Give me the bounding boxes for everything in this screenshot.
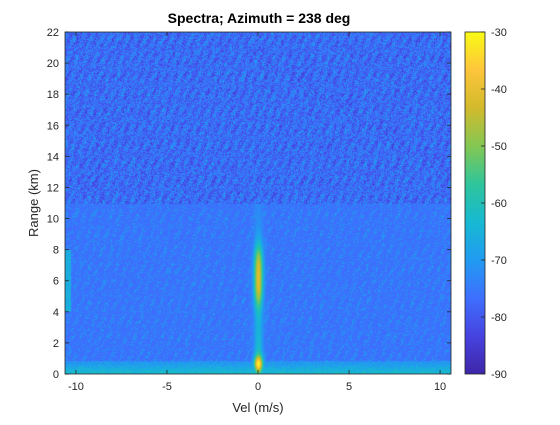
y-tick-label: 10 (47, 214, 59, 226)
y-tick-label: 2 (53, 338, 59, 350)
y-axis: 0 2 4 6 8 10 12 14 16 18 20 22 (47, 27, 451, 381)
y-tick-label: 12 (47, 182, 59, 194)
x-tick-label: -5 (162, 381, 172, 393)
colorbar-ticks: -90 -80 -70 -60 -50 -40 -30 (481, 27, 507, 381)
x-tick-label: -10 (68, 381, 84, 393)
colorbar: -90 -80 -70 -60 -50 -40 -30 (464, 27, 507, 381)
x-tick-label: 5 (346, 381, 352, 393)
colorbar-tick-label: -60 (491, 198, 507, 210)
chart-title: Spectra; Azimuth = 238 deg (168, 10, 351, 26)
y-tick-label: 4 (53, 307, 59, 319)
colorbar-tick-label: -80 (491, 312, 507, 324)
y-axis-title: Range (km) (26, 169, 41, 237)
y-tick-label: 20 (47, 58, 59, 70)
colorbar-tick-label: -50 (491, 141, 507, 153)
x-axis: -10 -5 0 5 10 (68, 32, 446, 393)
y-tick-label: 18 (47, 89, 59, 101)
y-tick-label: 22 (47, 27, 59, 39)
x-tick-label: 10 (434, 381, 446, 393)
heatmap-image (65, 32, 451, 374)
colorbar-tick-label: -40 (491, 84, 507, 96)
y-tick-label: 6 (53, 276, 59, 288)
x-tick-label: 0 (255, 381, 261, 393)
heatmap (65, 32, 451, 374)
y-tick-label: 8 (53, 245, 59, 257)
colorbar-tick-label: -90 (491, 369, 507, 381)
colorbar-tick-label: -70 (491, 255, 507, 267)
y-tick-label: 0 (53, 369, 59, 381)
y-tick-label: 16 (47, 120, 59, 132)
y-tick-label: 14 (47, 151, 59, 163)
x-axis-title: Vel (m/s) (232, 400, 283, 415)
colorbar-scale (465, 32, 485, 374)
colorbar-tick-label: -30 (491, 27, 507, 39)
